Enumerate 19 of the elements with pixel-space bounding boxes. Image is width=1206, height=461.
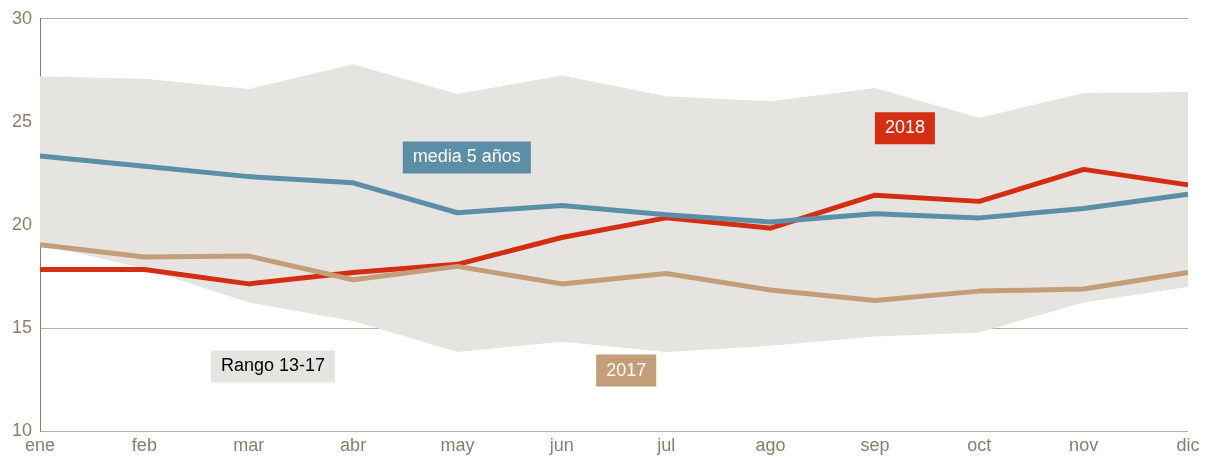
x-tick-label: may bbox=[440, 435, 475, 456]
y-tick-label: 30 bbox=[11, 7, 33, 28]
x-tick-label: oct bbox=[967, 435, 992, 456]
series-label: media 5 años bbox=[412, 146, 521, 167]
x-tick-label: nov bbox=[1069, 435, 1099, 456]
x-tick-label: abr bbox=[340, 435, 367, 456]
text: 2018 bbox=[884, 117, 925, 138]
y-tick-label: 15 bbox=[11, 317, 33, 338]
text: 2017 bbox=[606, 359, 647, 380]
x-tick-label: sep bbox=[860, 435, 890, 456]
y-tick-label: 25 bbox=[11, 110, 33, 131]
x-tick-label: jul bbox=[656, 435, 676, 456]
x-tick-label: dic bbox=[1176, 435, 1200, 456]
x-tick-label: ago bbox=[755, 435, 786, 456]
y-tick-label: 20 bbox=[11, 214, 33, 235]
annotation: Rango 13-17 bbox=[220, 355, 326, 376]
x-tick-label: feb bbox=[131, 435, 157, 456]
x-tick-label: mar bbox=[233, 435, 265, 456]
x-tick-label: jun bbox=[548, 435, 574, 456]
